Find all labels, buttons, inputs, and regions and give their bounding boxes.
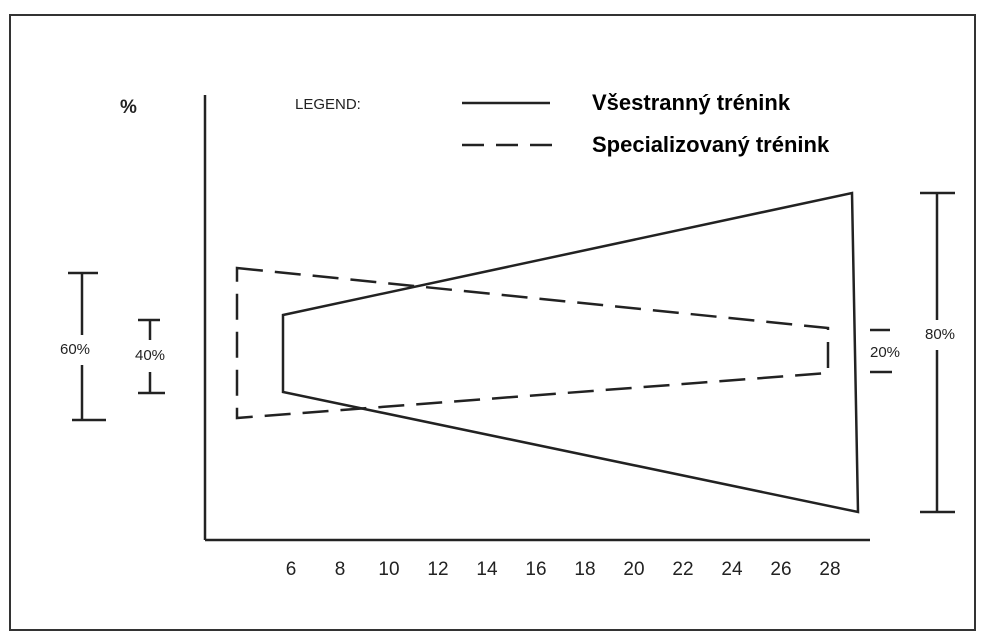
x-tick-label: 22 (672, 559, 693, 580)
x-tick-label: 24 (721, 559, 743, 580)
specialized-training-shape (235, 266, 830, 420)
legend-title: LEGEND: (295, 96, 361, 113)
frame (9, 14, 976, 631)
x-tick-label: 20 (623, 559, 644, 580)
y-axis-label: % (120, 97, 137, 118)
x-tick-label: 10 (378, 559, 399, 580)
bracket-label: 80% (925, 326, 955, 343)
bracket-label: 40% (135, 347, 165, 364)
bracket-label: 60% (60, 341, 90, 358)
bracket-right-outer (920, 191, 955, 514)
x-tick-label: 12 (427, 559, 448, 580)
x-tick-label: 18 (574, 559, 595, 580)
x-tick-label: 14 (476, 559, 498, 580)
x-ticks: 6 8 10 12 14 16 18 20 22 24 26 28 (286, 559, 841, 580)
bracket-left-outer (68, 271, 106, 422)
x-tick-label: 8 (335, 559, 346, 580)
x-tick-label: 6 (286, 559, 297, 580)
bracket-label: 20% (870, 344, 900, 361)
legend-entry: Specializovaný trénink (592, 132, 830, 157)
general-training-shape (281, 191, 860, 514)
x-tick-label: 26 (770, 559, 791, 580)
bracket-left-inner (138, 318, 165, 395)
x-tick-label: 28 (819, 559, 840, 580)
x-tick-label: 16 (525, 559, 546, 580)
bracket-right-inner (870, 328, 892, 374)
legend-entry: Všestranný trénink (592, 90, 791, 115)
